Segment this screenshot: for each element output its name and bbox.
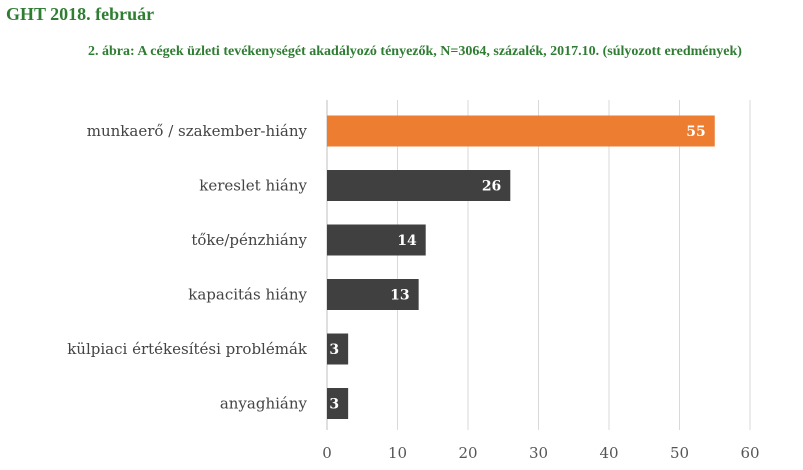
data-label: 55 <box>686 124 705 140</box>
bars <box>327 115 715 419</box>
category-label: kapacitás hiány <box>188 286 307 304</box>
x-tick-label: 40 <box>599 444 618 462</box>
data-label: 3 <box>329 397 339 413</box>
chart-title: 2. ábra: A cégek üzleti tevékenységét ak… <box>88 44 742 59</box>
category-label: munkaerő / szakember-hiány <box>87 122 308 140</box>
x-axis: 0 10 20 30 40 50 60 <box>322 444 759 462</box>
x-tick-label: 50 <box>670 444 689 462</box>
bar-5 <box>327 388 349 419</box>
labels: munkaerő / szakember-hiány 55 kereslet hiá… <box>67 122 706 413</box>
x-tick-label: 20 <box>458 444 477 462</box>
x-tick-label: 30 <box>529 444 548 462</box>
x-tick-label: 10 <box>388 444 407 462</box>
gridlines <box>326 100 751 430</box>
data-label: 26 <box>482 179 501 195</box>
data-label: 13 <box>390 288 409 304</box>
data-label: 3 <box>329 342 339 358</box>
bar-4 <box>327 333 349 365</box>
category-label: külpiaci értékesítési problémák <box>67 340 308 358</box>
data-label: 14 <box>397 233 417 249</box>
category-label: kereslet hiány <box>199 177 307 195</box>
category-label: anyaghiány <box>220 395 308 413</box>
x-tick-label: 0 <box>322 444 332 462</box>
bar-1 <box>327 170 511 201</box>
bar-3 <box>327 279 419 310</box>
bar-2 <box>327 224 426 256</box>
bar-0 <box>327 115 715 147</box>
x-tick-label: 60 <box>740 444 759 462</box>
page-header-title: GHT 2018. február <box>6 4 155 24</box>
category-label: tőke/pénzhiány <box>191 231 307 249</box>
